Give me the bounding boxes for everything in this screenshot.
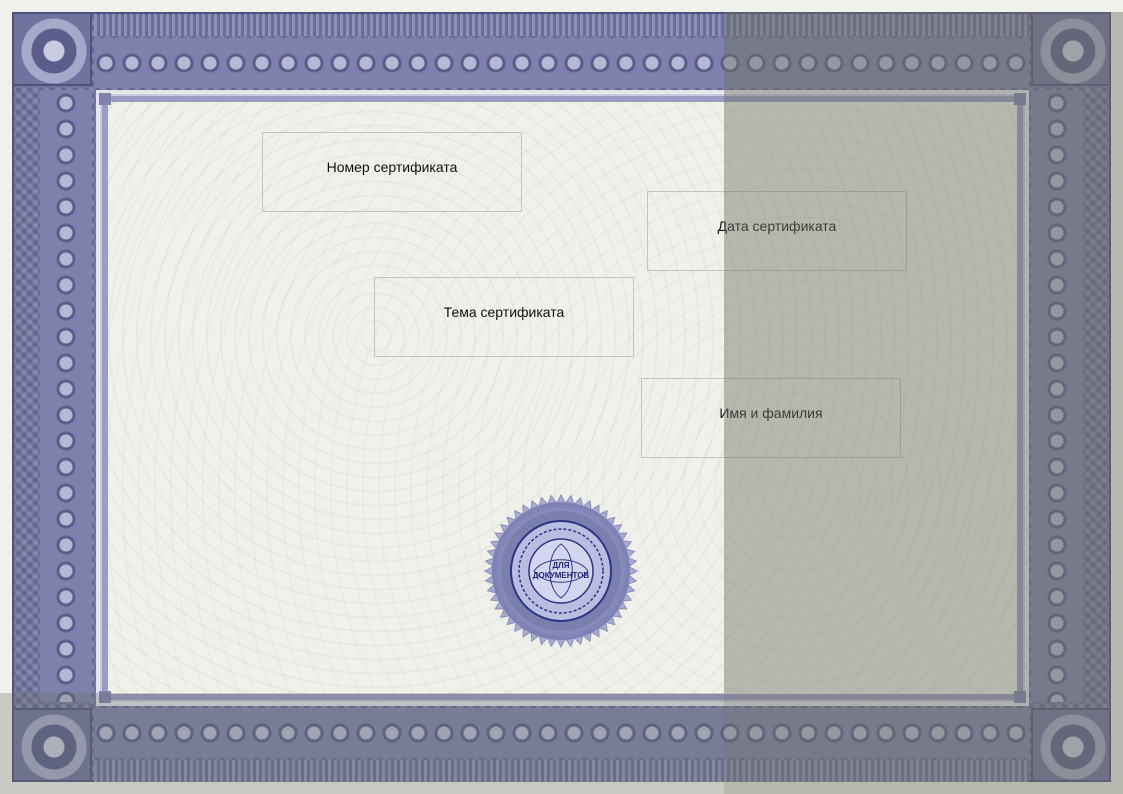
certificate-topic-label: Тема сертификата: [443, 304, 565, 320]
corner-ornament-top-left: [12, 12, 92, 86]
seal-text-line2: ДОКУМЕНТОВ: [533, 571, 590, 580]
frame-strip-bottom: [94, 760, 1029, 782]
certificate-date-label: Дата сертификата: [717, 218, 837, 234]
border-nub: [1014, 691, 1026, 703]
corner-ornament-top-right: [1031, 12, 1111, 86]
corner-ornament-bottom-right: [1031, 708, 1111, 782]
seal-stamp-icon: ДЛЯ ДОКУМЕНТОВ: [483, 494, 639, 648]
corner-ornament-bottom-left: [12, 708, 92, 782]
certificate-topic-field[interactable]: Тема сертификата: [374, 277, 634, 357]
certificate-number-field[interactable]: Номер сертификата: [262, 132, 522, 212]
border-nub: [99, 691, 111, 703]
recipient-name-field[interactable]: Имя и фамилия: [641, 378, 901, 458]
frame-ornament-left: [40, 90, 92, 702]
seal-text-line1: ДЛЯ: [552, 561, 569, 570]
border-nub: [1014, 93, 1026, 105]
certificate-paper: [96, 90, 1029, 706]
inner-border: [99, 93, 1026, 703]
frame-ornament-bottom: [94, 708, 1029, 758]
certificate-number-label: Номер сертификата: [326, 159, 458, 175]
frame-ornament-top: [94, 38, 1029, 88]
recipient-name-label: Имя и фамилия: [719, 405, 823, 421]
border-nub: [99, 93, 111, 105]
frame-strip-top: [94, 14, 1029, 36]
frame-ornament-right: [1031, 90, 1083, 702]
certificate-date-field[interactable]: Дата сертификата: [647, 191, 907, 271]
